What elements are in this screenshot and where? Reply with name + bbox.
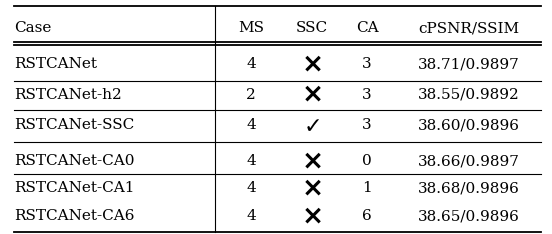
Text: SSC: SSC — [296, 21, 328, 35]
Text: RSTCANet-CA6: RSTCANet-CA6 — [14, 209, 134, 223]
Text: $\boldsymbol{\times}$: $\boldsymbol{\times}$ — [301, 175, 322, 201]
Text: 2: 2 — [246, 88, 256, 102]
Text: $\boldsymbol{\times}$: $\boldsymbol{\times}$ — [301, 51, 322, 77]
Text: 4: 4 — [246, 209, 256, 223]
Text: cPSNR/SSIM: cPSNR/SSIM — [418, 21, 520, 35]
Text: 4: 4 — [246, 57, 256, 71]
Text: RSTCANet-SSC: RSTCANet-SSC — [14, 118, 134, 132]
Text: 0: 0 — [362, 154, 372, 168]
Text: 4: 4 — [246, 181, 256, 195]
Text: RSTCANet: RSTCANet — [14, 57, 97, 71]
Text: 6: 6 — [362, 209, 372, 223]
Text: 4: 4 — [246, 118, 256, 132]
Text: 38.66/0.9897: 38.66/0.9897 — [418, 154, 520, 168]
Text: 3: 3 — [362, 57, 372, 71]
Text: 38.71/0.9897: 38.71/0.9897 — [418, 57, 520, 71]
Text: RSTCANet-CA0: RSTCANet-CA0 — [14, 154, 134, 168]
Text: 3: 3 — [362, 88, 372, 102]
Text: CA: CA — [356, 21, 378, 35]
Text: $\boldsymbol{\times}$: $\boldsymbol{\times}$ — [301, 82, 322, 108]
Text: RSTCANet-CA1: RSTCANet-CA1 — [14, 181, 134, 195]
Text: $\checkmark$: $\checkmark$ — [304, 115, 320, 135]
Text: 38.55/0.9892: 38.55/0.9892 — [418, 88, 520, 102]
Text: RSTCANet-h2: RSTCANet-h2 — [14, 88, 121, 102]
Text: 4: 4 — [246, 154, 256, 168]
Text: MS: MS — [238, 21, 264, 35]
Text: 38.68/0.9896: 38.68/0.9896 — [418, 181, 520, 195]
Text: 38.65/0.9896: 38.65/0.9896 — [418, 209, 520, 223]
Text: Case: Case — [14, 21, 51, 35]
Text: $\boldsymbol{\times}$: $\boldsymbol{\times}$ — [301, 203, 322, 230]
Text: 3: 3 — [362, 118, 372, 132]
Text: $\boldsymbol{\times}$: $\boldsymbol{\times}$ — [301, 148, 322, 175]
Text: 1: 1 — [362, 181, 372, 195]
Text: 38.60/0.9896: 38.60/0.9896 — [418, 118, 520, 132]
